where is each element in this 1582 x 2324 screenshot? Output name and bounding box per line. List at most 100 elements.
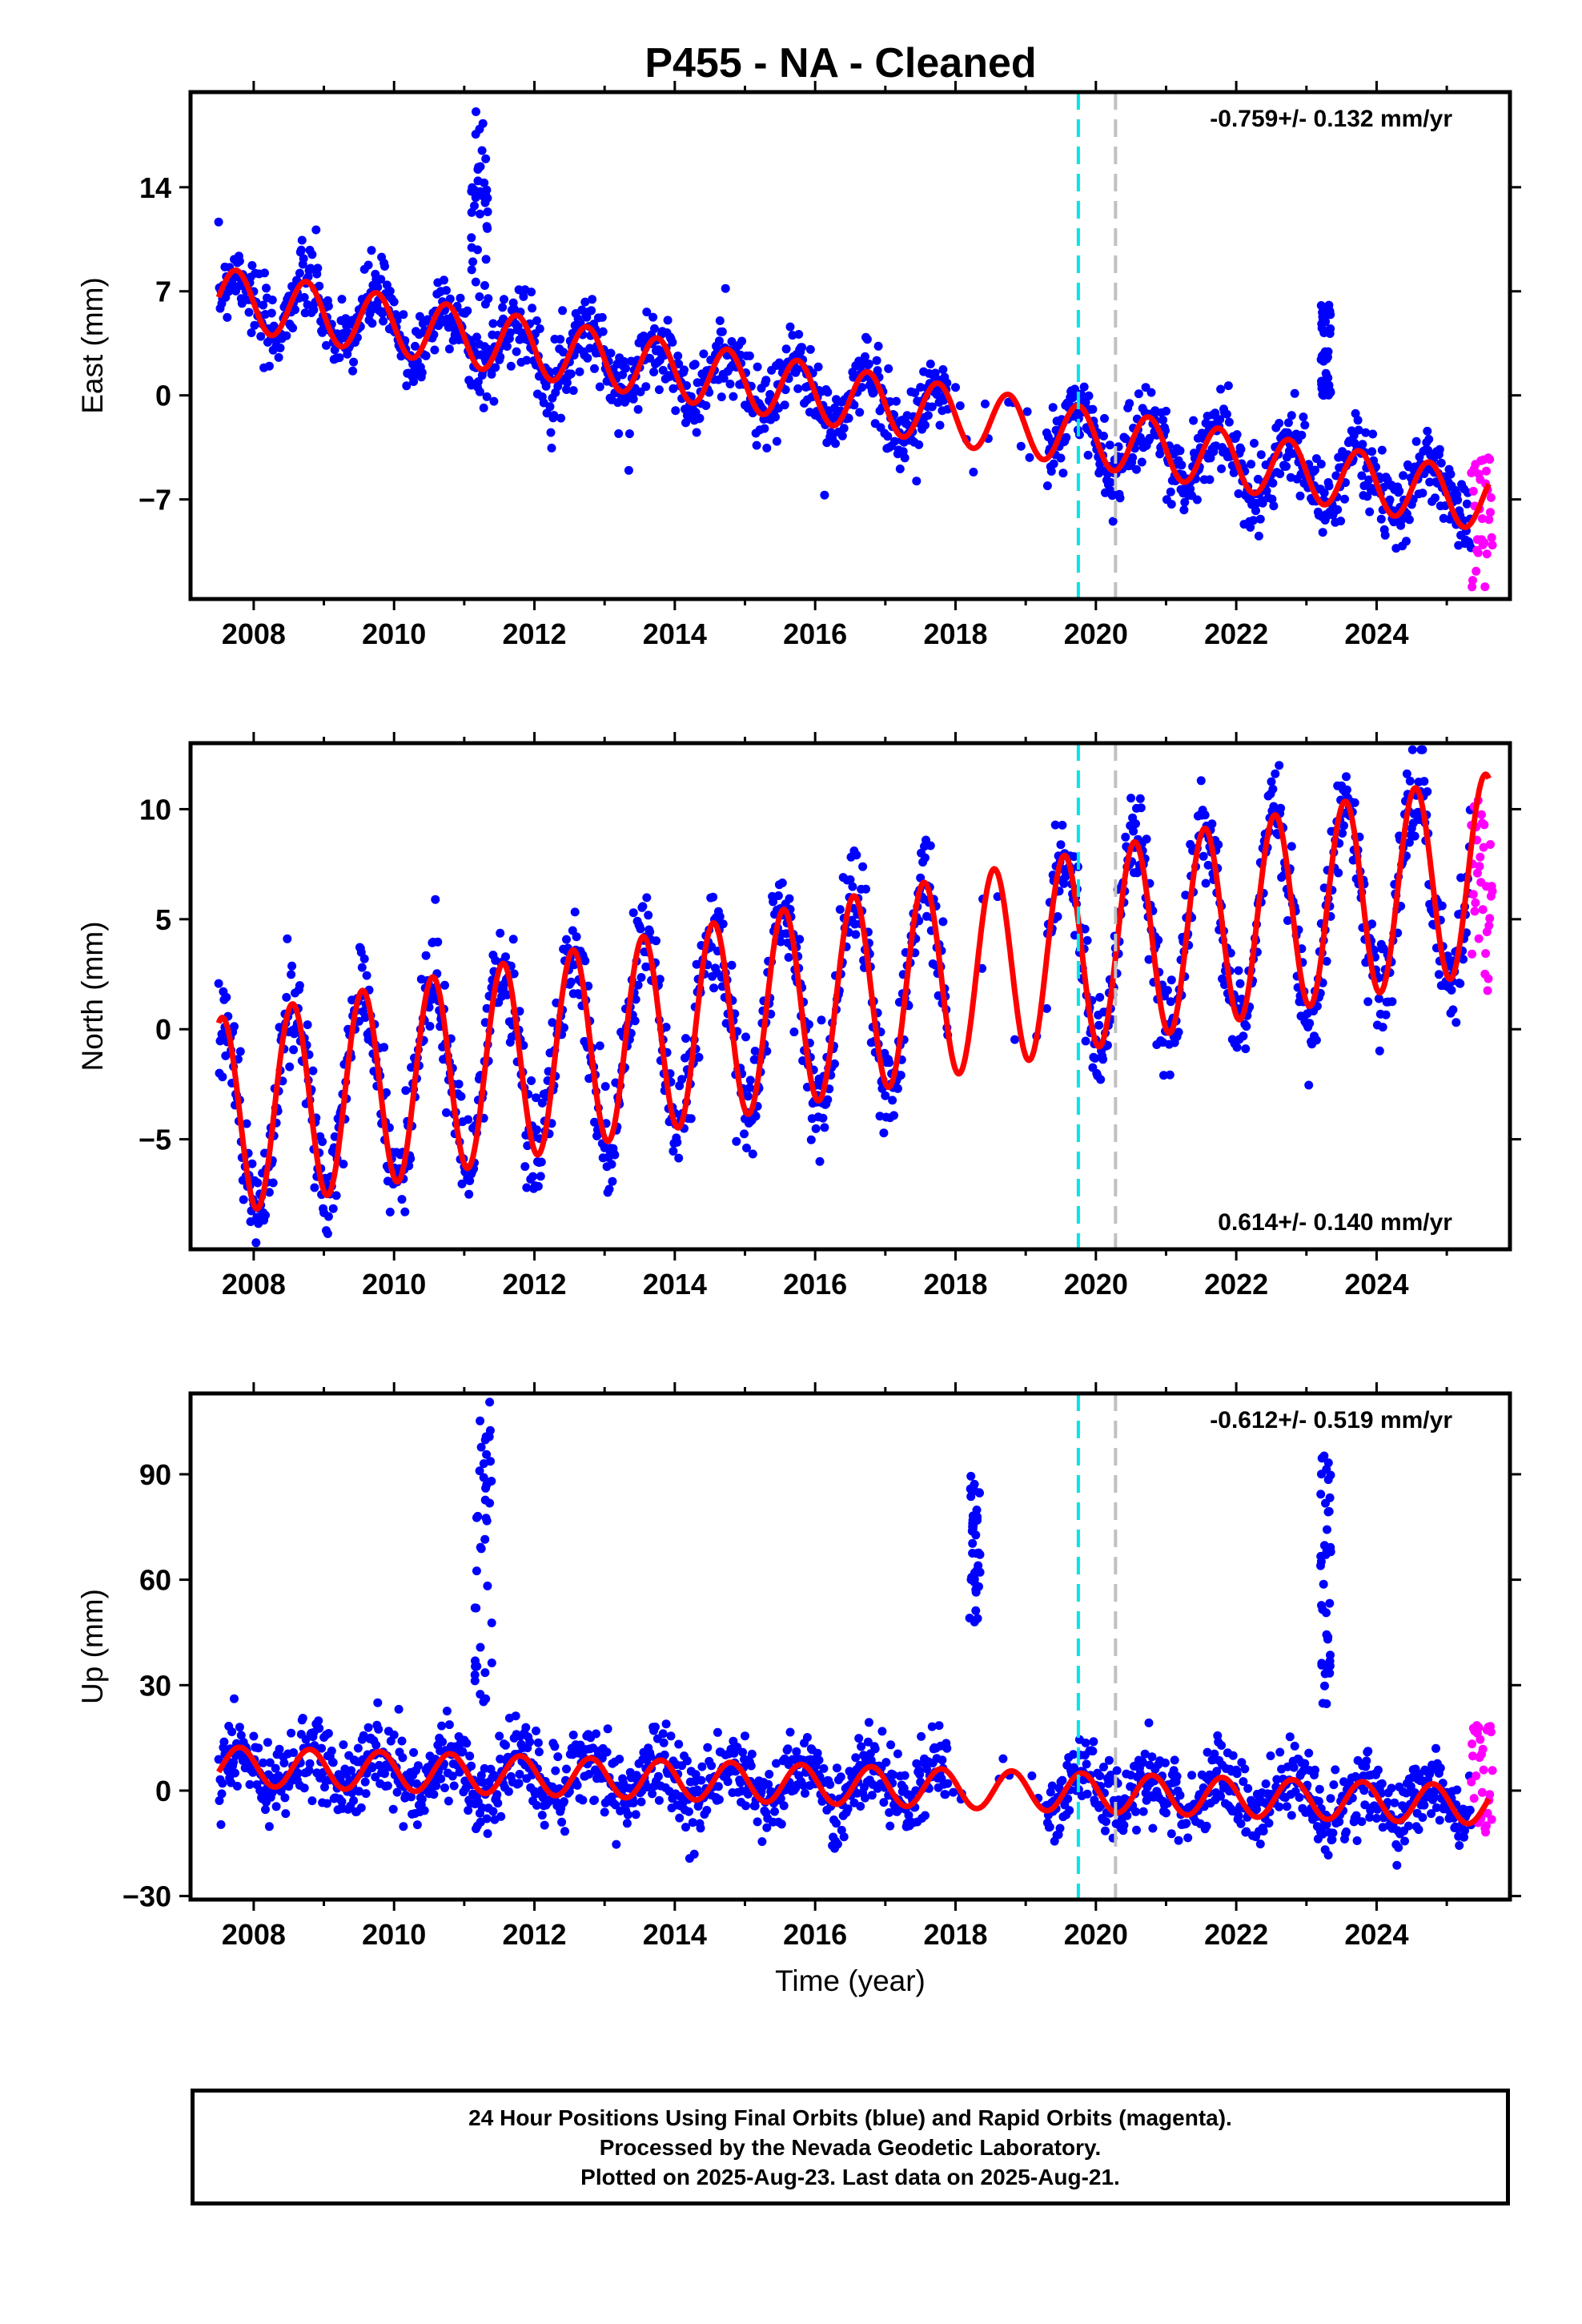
- east-point: [1411, 436, 1421, 446]
- east-point: [1079, 382, 1089, 392]
- up-point: [444, 1796, 453, 1806]
- up-outlier-point: [968, 1524, 978, 1534]
- y-tick-label: −7: [139, 484, 171, 517]
- north-point: [1129, 826, 1138, 836]
- up-outlier-point: [968, 1538, 978, 1548]
- up-point: [1101, 1826, 1110, 1835]
- north-point: [1081, 1036, 1090, 1046]
- east-point: [780, 400, 789, 410]
- east-point: [641, 382, 651, 392]
- east-point: [1256, 450, 1266, 460]
- up-outlier-point: [485, 1425, 495, 1435]
- north-point: [1096, 1075, 1106, 1084]
- up-outlier-point: [486, 1457, 495, 1466]
- up-point: [449, 1781, 459, 1791]
- north-point: [379, 1043, 389, 1052]
- east-point: [823, 388, 833, 397]
- up-point: [666, 1731, 676, 1741]
- north-point: [885, 1058, 894, 1068]
- north-point: [532, 1093, 540, 1103]
- up-point: [998, 1754, 1008, 1763]
- east-outlier-point: [1326, 388, 1335, 397]
- up-point: [802, 1733, 812, 1742]
- north-point: [247, 1159, 257, 1168]
- east-point: [244, 308, 254, 317]
- up-outlier-point: [971, 1606, 981, 1615]
- east-point: [487, 369, 496, 379]
- up-point: [783, 1744, 793, 1754]
- east-point: [496, 352, 505, 362]
- north-point: [815, 1156, 825, 1166]
- up-point: [1390, 1798, 1399, 1807]
- east-point: [588, 295, 597, 304]
- north-rapid-point: [1480, 820, 1489, 830]
- up-ylabel: Up (mm): [76, 1589, 109, 1704]
- up-point: [568, 1731, 578, 1739]
- up-point: [1359, 1786, 1369, 1795]
- up-point: [1392, 1860, 1402, 1870]
- east-point: [488, 319, 498, 328]
- east-rapid-point: [1484, 515, 1494, 525]
- north-point: [1423, 787, 1432, 796]
- east-point: [1319, 489, 1329, 497]
- y-tick-label: −5: [139, 1124, 171, 1156]
- east-point: [295, 268, 304, 278]
- up-point: [864, 1718, 873, 1727]
- north-point: [641, 962, 651, 971]
- north-point: [896, 1071, 905, 1080]
- up-point: [373, 1698, 383, 1707]
- x-tick-label: 2024: [1344, 1918, 1408, 1951]
- up-point: [792, 1747, 801, 1756]
- east-point: [562, 385, 571, 394]
- east-point: [275, 344, 285, 352]
- up-outlier-point: [485, 1397, 495, 1407]
- east-point: [628, 394, 638, 404]
- north-ylabel: North (mm): [76, 921, 109, 1071]
- up-point: [675, 1813, 685, 1823]
- up-point: [741, 1801, 750, 1811]
- up-point: [697, 1762, 707, 1771]
- up-point: [363, 1723, 373, 1732]
- east-point: [267, 308, 276, 318]
- east-point: [402, 381, 412, 391]
- up-point: [746, 1761, 756, 1771]
- east-outlier-point: [1317, 352, 1327, 361]
- north-point: [385, 1208, 395, 1216]
- east-point: [745, 351, 754, 360]
- east-model-curve: [215, 267, 1492, 530]
- north-point: [1239, 1031, 1248, 1041]
- east-point: [900, 453, 909, 463]
- east-point: [1223, 381, 1233, 391]
- up-point: [216, 1819, 226, 1829]
- up-point: [532, 1726, 540, 1735]
- east-point: [1217, 464, 1227, 473]
- east-point: [884, 364, 893, 373]
- north-rapid-point: [1481, 949, 1491, 959]
- north-point: [1196, 776, 1206, 786]
- east-point: [1354, 425, 1363, 435]
- up-point: [307, 1796, 317, 1806]
- up-point: [674, 1739, 684, 1749]
- east-point: [473, 377, 483, 387]
- east-point: [583, 353, 592, 363]
- north-point: [562, 935, 571, 944]
- north-point: [536, 1157, 546, 1167]
- up-point: [1282, 1802, 1291, 1811]
- up-point: [496, 1811, 506, 1821]
- east-point: [753, 362, 762, 372]
- east-point: [546, 428, 556, 437]
- up-point: [1342, 1827, 1351, 1836]
- up-point: [462, 1739, 472, 1748]
- up-point: [562, 1764, 571, 1774]
- east-point: [1357, 471, 1367, 480]
- east-point: [472, 332, 481, 342]
- up-outlier-point: [472, 1513, 481, 1522]
- up-point: [702, 1806, 712, 1815]
- north-point: [1419, 777, 1429, 786]
- north-point: [743, 1092, 753, 1101]
- up-rapid-point: [1474, 1723, 1484, 1732]
- up-rapid-point: [1485, 1790, 1495, 1799]
- east-point: [1287, 411, 1296, 420]
- east-outlier-point: [1317, 376, 1326, 386]
- east-rapid-point: [1468, 582, 1477, 592]
